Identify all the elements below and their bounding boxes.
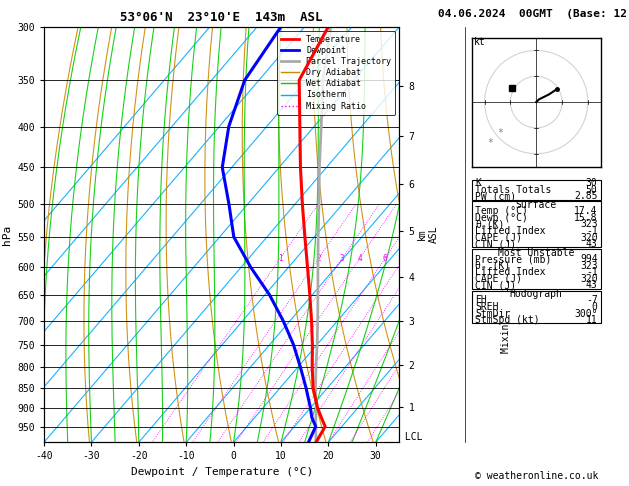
Text: 6: 6 [382,254,387,263]
Text: 994: 994 [580,254,598,264]
Text: K: K [475,178,481,188]
Text: *: * [487,139,493,148]
Text: 320: 320 [580,232,598,243]
Text: Most Unstable: Most Unstable [498,247,574,258]
Text: Hodograph: Hodograph [509,289,563,299]
Text: 17.4: 17.4 [574,206,598,216]
Text: SREH: SREH [475,302,498,312]
Text: 15.8: 15.8 [574,213,598,223]
Text: Totals Totals: Totals Totals [475,185,551,195]
Text: 323: 323 [580,260,598,271]
Text: 2.85: 2.85 [574,191,598,201]
Text: 2: 2 [316,254,321,263]
Text: Lifted Index: Lifted Index [475,226,545,236]
Text: Lifted Index: Lifted Index [475,267,545,278]
Text: 04.06.2024  00GMT  (Base: 12): 04.06.2024 00GMT (Base: 12) [438,9,629,19]
Text: θₑ(K): θₑ(K) [475,219,504,229]
Text: Mixing Ratio (g/kg): Mixing Ratio (g/kg) [501,241,511,353]
Text: LCL: LCL [399,432,423,442]
Text: 4: 4 [357,254,362,263]
Text: 300°: 300° [574,309,598,319]
Text: 30: 30 [586,178,598,188]
Text: θₑ (K): θₑ (K) [475,260,510,271]
Text: Temp (°C): Temp (°C) [475,206,528,216]
Text: 50: 50 [586,185,598,195]
Title: 53°06'N  23°10'E  143m  ASL: 53°06'N 23°10'E 143m ASL [121,11,323,24]
Y-axis label: hPa: hPa [2,225,12,244]
Text: Pressure (mb): Pressure (mb) [475,254,551,264]
Legend: Temperature, Dewpoint, Parcel Trajectory, Dry Adiabat, Wet Adiabat, Isotherm, Mi: Temperature, Dewpoint, Parcel Trajectory… [277,31,395,115]
Text: StmDir: StmDir [475,309,510,319]
Text: CAPE (J): CAPE (J) [475,274,522,284]
Text: CAPE (J): CAPE (J) [475,232,522,243]
Text: 3: 3 [340,254,345,263]
Text: -1: -1 [586,267,598,278]
Text: StmSpd (kt): StmSpd (kt) [475,315,540,325]
Text: 0: 0 [592,302,598,312]
X-axis label: Dewpoint / Temperature (°C): Dewpoint / Temperature (°C) [131,467,313,477]
Text: 1: 1 [278,254,282,263]
Text: 323: 323 [580,219,598,229]
Text: 320: 320 [580,274,598,284]
Text: © weatheronline.co.uk: © weatheronline.co.uk [474,471,598,481]
Y-axis label: km
ASL: km ASL [417,226,438,243]
Text: 43: 43 [586,280,598,291]
Text: 43: 43 [586,239,598,249]
Text: -1: -1 [586,226,598,236]
Text: *: * [497,128,503,138]
Text: Surface: Surface [516,200,557,210]
Text: Dewp (°C): Dewp (°C) [475,213,528,223]
Text: CIN (J): CIN (J) [475,239,516,249]
Text: 11: 11 [586,315,598,325]
Text: EH: EH [475,295,487,306]
Text: kt: kt [474,37,486,47]
Text: PW (cm): PW (cm) [475,191,516,201]
Text: CIN (J): CIN (J) [475,280,516,291]
Text: -7: -7 [586,295,598,306]
